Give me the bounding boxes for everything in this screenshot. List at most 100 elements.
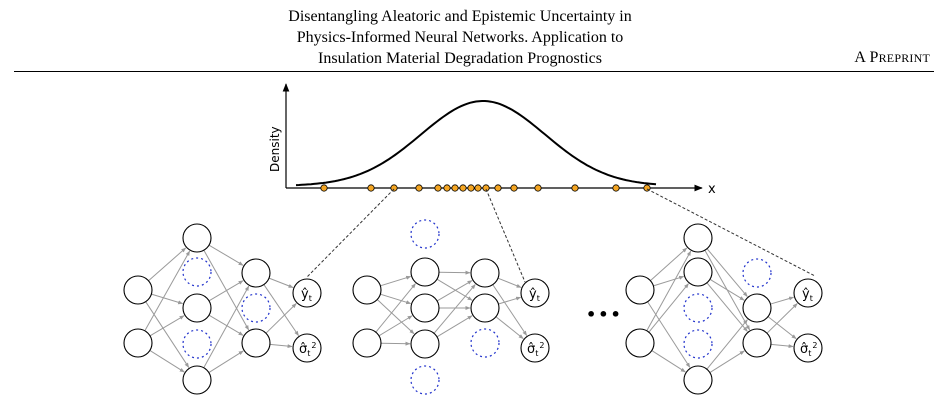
output-neuron <box>292 278 322 308</box>
sample-point <box>534 184 542 192</box>
neuron <box>625 275 655 305</box>
output-neuron <box>793 278 823 308</box>
network-neurons <box>625 223 823 395</box>
dropped-neuron <box>683 293 713 323</box>
network-edge <box>208 350 244 373</box>
network-edge <box>653 275 685 287</box>
output-neuron <box>520 278 550 308</box>
sample-to-network-connectors <box>306 188 816 283</box>
network-neurons <box>123 223 322 395</box>
output-neuron <box>793 333 823 363</box>
neuron <box>352 275 382 305</box>
sample-point <box>474 184 482 192</box>
network-1: ŷt σ̂t2 <box>123 223 322 395</box>
sample-point <box>434 184 442 192</box>
dropout-networks: ŷt σ̂t2 ŷt σ̂t2 ŷt σ̂t2 <box>123 219 823 395</box>
network-edge <box>436 278 473 301</box>
network-edges <box>144 244 299 373</box>
network-neurons <box>352 219 550 395</box>
neuron <box>241 328 271 358</box>
neuron <box>182 293 212 323</box>
dropped-neuron <box>241 293 271 323</box>
network-edge <box>433 284 476 334</box>
network-edge <box>265 303 297 334</box>
neuron <box>182 223 212 253</box>
network-edge <box>268 277 294 288</box>
network-edge <box>380 341 411 346</box>
network-edge <box>208 280 244 302</box>
network-edge <box>770 343 794 349</box>
sample-point <box>320 184 328 192</box>
neuron <box>410 257 440 287</box>
network-edge <box>380 275 412 287</box>
ellipsis: ••• <box>586 305 623 324</box>
network-edge <box>706 248 748 297</box>
network-edge <box>646 250 692 331</box>
neuron <box>123 328 153 358</box>
network-edge <box>145 301 190 368</box>
network-edge <box>149 350 185 373</box>
output-variance-label: σ̂t2 <box>527 341 544 358</box>
output-mean-label: ŷt <box>529 287 540 303</box>
density-axis-label: Density <box>268 126 282 172</box>
preprint-label: A PREPRINT <box>854 49 930 66</box>
neuron <box>241 258 271 288</box>
dropped-neuron <box>410 365 440 395</box>
neuron <box>625 328 655 358</box>
network-edge <box>375 283 416 333</box>
network-edges <box>375 270 528 346</box>
paper-title-line-2: Physics-Informed Neural Networks. Applic… <box>296 29 624 46</box>
neuron <box>470 293 500 323</box>
sample-point <box>510 184 518 192</box>
neuron <box>470 258 500 288</box>
sample-point <box>390 184 398 192</box>
network-edge <box>208 314 244 336</box>
sample-points <box>320 184 651 192</box>
x-axis-label: x <box>708 182 716 197</box>
neuron <box>742 293 772 323</box>
network-edge <box>770 296 795 305</box>
output-variance-label: σ̂t2 <box>800 341 817 358</box>
sample-point <box>367 184 375 192</box>
network-2: ŷt σ̂t2 <box>352 219 550 395</box>
network-edge <box>766 303 798 334</box>
sample-point <box>451 184 459 192</box>
network-edge <box>492 284 528 336</box>
sample-point <box>494 184 502 192</box>
network-edge <box>706 282 748 332</box>
paper-title-line-1: Disentangling Aleatoric and Epistemic Un… <box>288 8 632 25</box>
paper-title: Disentangling Aleatoric and Epistemic Un… <box>160 6 760 69</box>
network-edge <box>497 277 522 288</box>
neuron <box>683 365 713 395</box>
sample-point <box>467 184 475 192</box>
sample-connector <box>306 188 395 278</box>
neuron <box>742 328 772 358</box>
sample-connector <box>485 188 526 283</box>
network-3: ŷt σ̂t2 <box>625 223 823 395</box>
header-rule <box>14 71 934 72</box>
neuron <box>683 257 713 287</box>
dropped-neuron <box>683 329 713 359</box>
network-edge <box>709 278 745 301</box>
network-edge <box>709 350 745 373</box>
output-neuron <box>292 333 322 363</box>
sample-point <box>482 184 490 192</box>
dropped-neuron <box>742 258 772 288</box>
running-head: Disentangling Aleatoric and Epistemic Un… <box>0 0 948 72</box>
network-edge <box>378 315 413 337</box>
network-edge <box>151 293 184 305</box>
neuron <box>410 293 440 323</box>
neuron <box>123 275 153 305</box>
sample-connector <box>646 188 816 277</box>
network-edge <box>651 350 686 373</box>
dropped-neuron <box>410 219 440 249</box>
output-variance-label: σ̂t2 <box>299 341 316 358</box>
sample-point <box>415 184 423 192</box>
output-mean-label: ŷt <box>301 287 312 303</box>
network-edge <box>647 301 691 368</box>
network-edge <box>208 244 244 266</box>
paper-title-line-3: Insulation Material Degradation Prognost… <box>318 50 602 67</box>
network-edge <box>144 250 191 332</box>
network-edge <box>495 316 524 340</box>
sample-point <box>443 184 451 192</box>
